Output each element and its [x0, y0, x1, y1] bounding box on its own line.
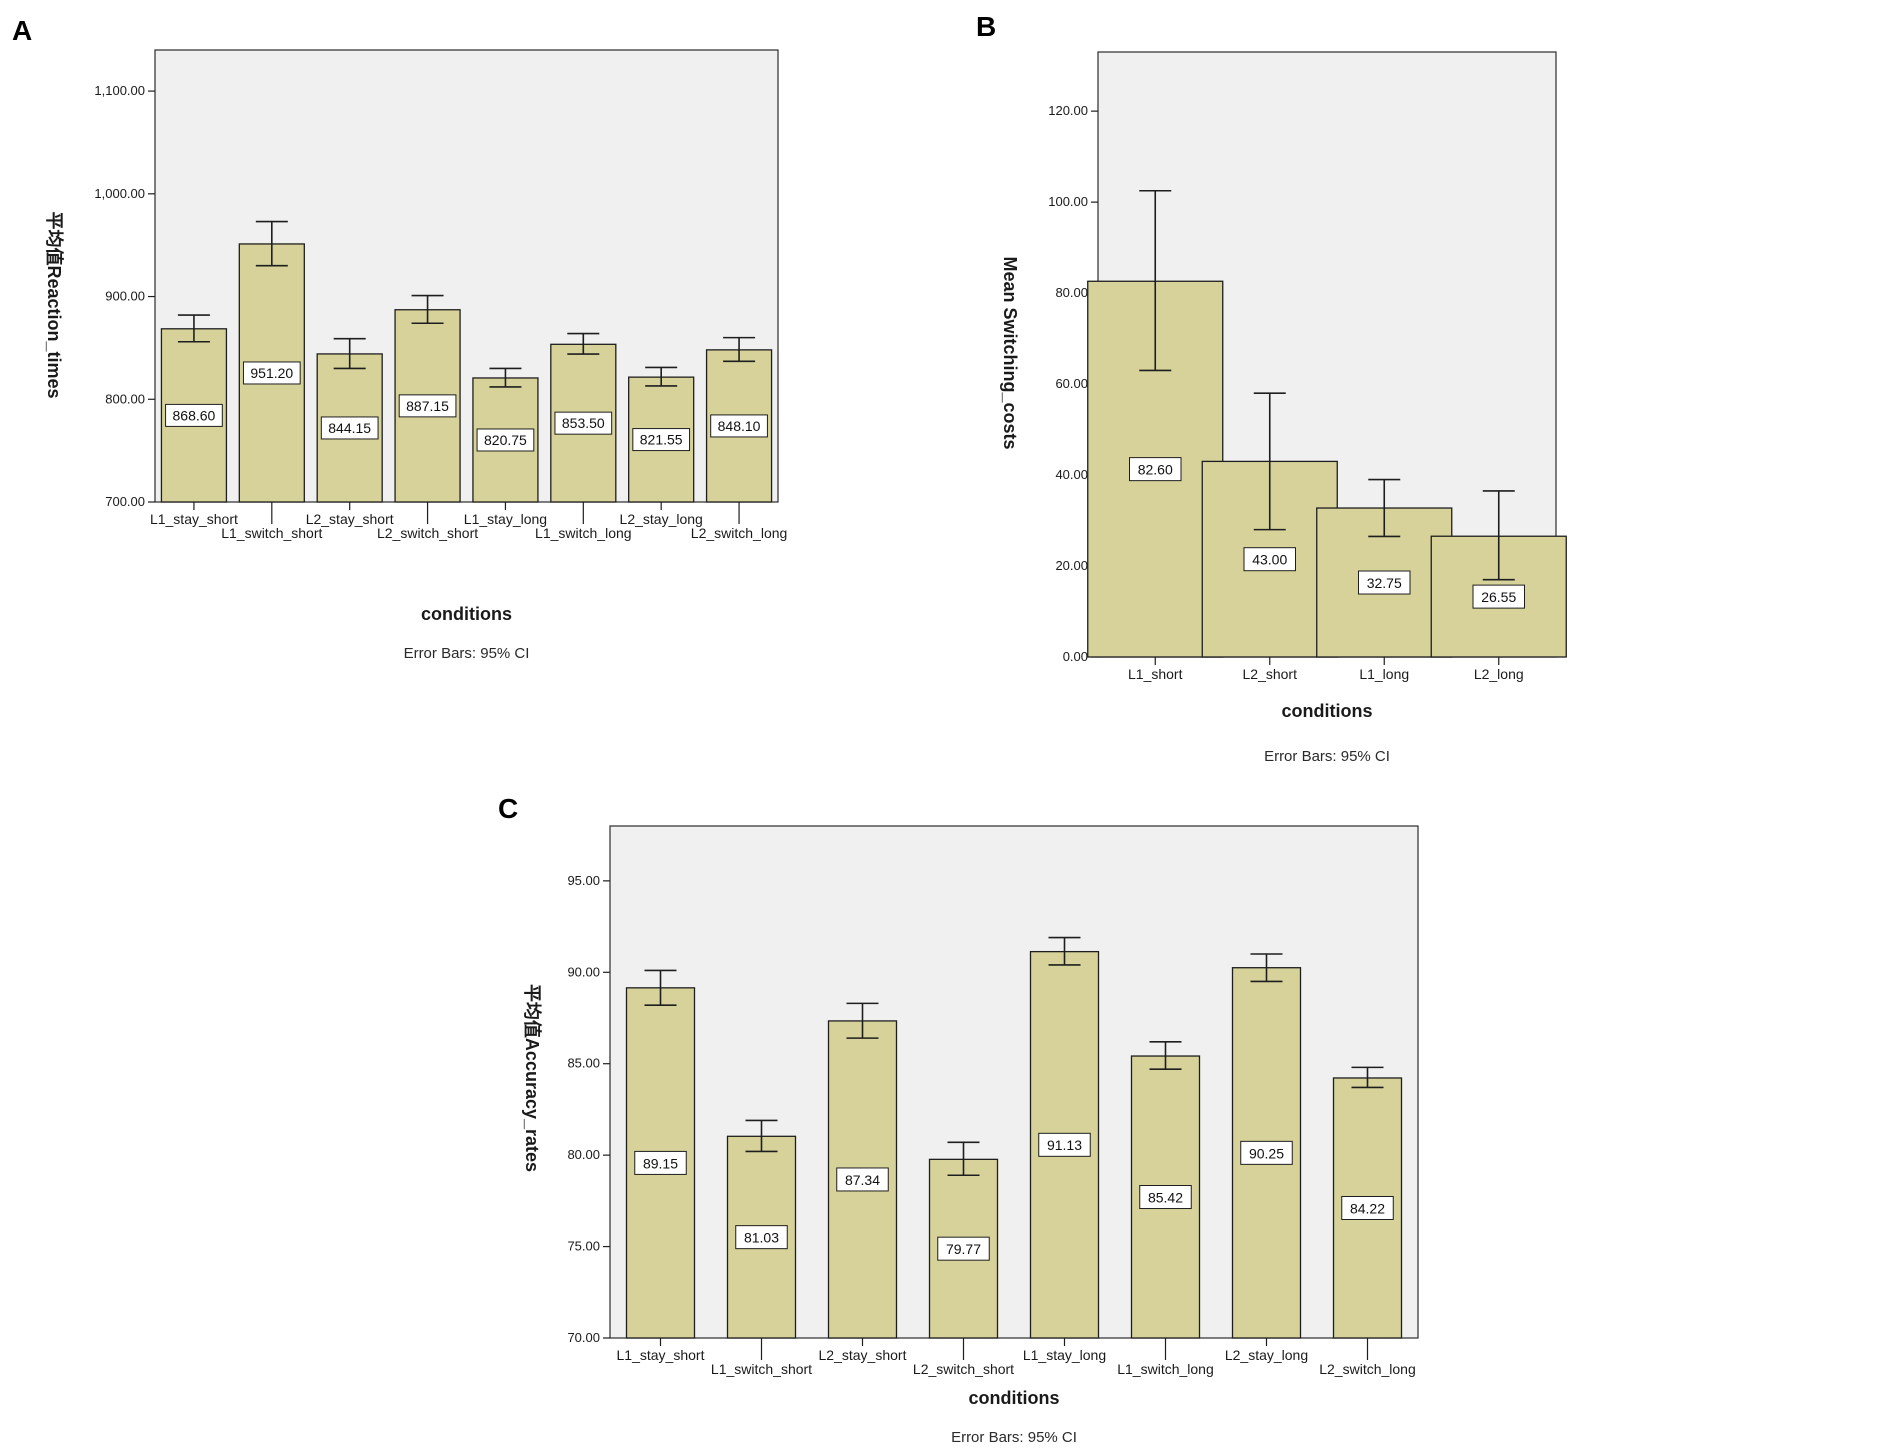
data-label-box	[1472, 584, 1525, 609]
x-tick-label: L1_stay_long	[464, 511, 547, 527]
chart-panel-a: A 700.00 800.00 900.00 1,000.00 1,100.00 868.6…	[12, 15, 787, 662]
panel-letter: C	[498, 793, 518, 824]
data-label-box	[1341, 1195, 1394, 1220]
data-label: 84.22	[1350, 1200, 1385, 1216]
data-label: 820.75	[484, 432, 527, 448]
data-label-box	[476, 428, 535, 452]
y-tick-label: 120.00	[1048, 103, 1088, 118]
data-label: 951.20	[250, 365, 293, 381]
y-tick-label: 80.00	[1055, 285, 1088, 300]
data-label: 81.03	[744, 1230, 779, 1246]
y-tick-label: 1,000.00	[94, 186, 145, 201]
y-tick-label: 85.00	[567, 1056, 600, 1071]
data-label: 79.77	[946, 1241, 981, 1257]
y-tick-label: 20.00	[1055, 558, 1088, 573]
y-tick-label: 95.00	[567, 873, 600, 888]
y-tick-label: 40.00	[1055, 467, 1088, 482]
x-tick-label: L2_stay_long	[1225, 1347, 1308, 1363]
x-tick-label: L2_switch_long	[691, 525, 788, 541]
chart-panel-c: C 70.00 75.00 80.00 85.00 90.00 95.00 89.15 L1_s…	[498, 793, 1419, 1446]
error-bars-note: Error Bars: 95% CI	[1264, 748, 1390, 765]
data-label: 87.34	[845, 1172, 880, 1188]
x-tick-label: L2_switch_short	[913, 1361, 1014, 1377]
data-label-box	[1129, 457, 1182, 482]
y-tick-label: 900.00	[105, 289, 145, 304]
data-label: 868.60	[173, 407, 216, 423]
data-label-box	[1240, 1140, 1293, 1165]
x-tick-label: L2_stay_long	[620, 511, 703, 527]
data-label-box	[1139, 1185, 1192, 1210]
data-label: 821.55	[640, 432, 683, 448]
y-tick-label: 700.00	[105, 494, 145, 509]
x-axis-title: conditions	[1282, 701, 1373, 721]
y-axis-title: Mean Switching_costs	[1000, 256, 1020, 449]
y-tick-label: 60.00	[1055, 376, 1088, 391]
data-label-box	[1038, 1132, 1091, 1157]
y-tick-label: 90.00	[567, 964, 600, 979]
x-axis-title: conditions	[969, 1388, 1060, 1408]
x-tick-label: L1_switch_long	[1117, 1361, 1214, 1377]
data-label-box	[242, 361, 301, 385]
data-label: 82.60	[1138, 462, 1173, 478]
x-axis-title: conditions	[421, 604, 512, 624]
data-label-box	[937, 1236, 990, 1261]
data-label: 91.13	[1047, 1137, 1082, 1153]
data-label: 85.42	[1148, 1189, 1183, 1205]
data-label: 32.75	[1367, 575, 1402, 591]
data-label-box	[1243, 547, 1296, 572]
data-label: 89.15	[643, 1155, 678, 1171]
data-label-box	[836, 1167, 889, 1192]
x-tick-label: L1_long	[1359, 666, 1409, 682]
data-label-box	[554, 411, 613, 435]
x-tick-label: L2_short	[1243, 666, 1298, 682]
x-tick-label: L1_switch_short	[711, 1361, 812, 1377]
data-label-box	[632, 428, 691, 452]
y-tick-label: 100.00	[1048, 194, 1088, 209]
y-tick-label: 1,100.00	[94, 83, 145, 98]
panel-letter: B	[976, 11, 996, 42]
data-label-box	[1358, 570, 1411, 595]
x-tick-label: L2_switch_short	[377, 525, 478, 541]
data-label: 887.15	[406, 398, 449, 414]
y-tick-label: 70.00	[567, 1330, 600, 1345]
data-label: 853.50	[562, 415, 605, 431]
y-tick-label: 0.00	[1063, 649, 1088, 664]
error-bars-note: Error Bars: 95% CI	[951, 1429, 1077, 1446]
x-tick-label: L2_stay_short	[306, 511, 394, 527]
data-label-box	[735, 1225, 788, 1250]
data-label-box	[165, 403, 223, 427]
data-label: 844.15	[328, 420, 371, 436]
data-label-box	[398, 394, 457, 418]
data-label: 43.00	[1252, 552, 1287, 568]
x-tick-label: L2_switch_long	[1319, 1361, 1416, 1377]
data-label: 848.10	[718, 418, 761, 434]
chart-panel-b: B 0.00 20.00 40.00 60.00 80.00 100.00 120.00 82.…	[976, 11, 1567, 765]
data-label-box	[710, 414, 768, 438]
y-axis-title: 平均值Reaction_times	[44, 211, 65, 398]
data-label: 26.55	[1481, 589, 1516, 605]
x-tick-label: L1_short	[1128, 666, 1183, 682]
error-bars-note: Error Bars: 95% CI	[404, 645, 530, 662]
y-axis-title: 平均值Accuracy_rates	[522, 984, 543, 1172]
y-tick-label: 800.00	[105, 391, 145, 406]
x-tick-label: L2_stay_short	[819, 1347, 907, 1363]
panel-letter: A	[12, 15, 32, 46]
x-tick-label: L1_stay_short	[617, 1347, 705, 1363]
x-tick-label: L1_stay_long	[1023, 1347, 1106, 1363]
x-tick-label: L1_switch_long	[535, 525, 632, 541]
data-label-box	[634, 1150, 687, 1175]
x-tick-label: L1_switch_short	[221, 525, 322, 541]
data-label: 90.25	[1249, 1145, 1284, 1161]
y-tick-label: 75.00	[567, 1239, 600, 1254]
y-tick-label: 80.00	[567, 1147, 600, 1162]
x-tick-label: L2_long	[1474, 666, 1524, 682]
data-label-box	[320, 416, 379, 440]
x-tick-label: L1_stay_short	[150, 511, 238, 527]
